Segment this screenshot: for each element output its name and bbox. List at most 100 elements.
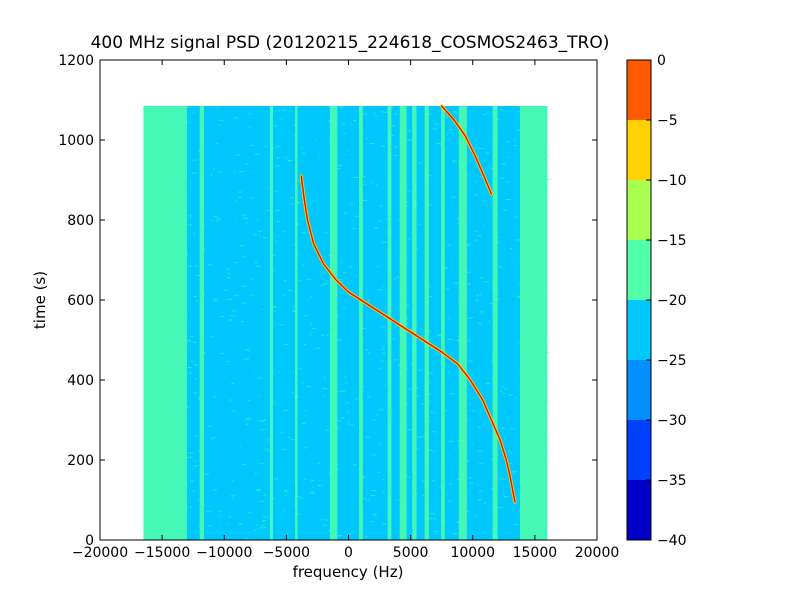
noise-speck [264,448,269,450]
noise-speck [273,305,277,307]
noise-speck [445,267,449,269]
noise-speck [301,232,306,234]
noise-speck [237,196,243,198]
noise-speck [230,314,233,316]
y-tick-label: 600 [67,293,94,309]
noise-speck [336,463,339,465]
spectral-line-11 [492,106,498,540]
noise-speck [296,180,301,182]
noise-speck [325,429,330,431]
noise-speck [453,111,458,113]
noise-speck [262,237,267,239]
noise-speck [244,538,249,540]
noise-speck [304,478,307,480]
noise-speck [320,519,324,521]
noise-speck [391,409,393,411]
noise-speck [234,295,239,297]
noise-speck [229,399,233,401]
noise-speck [192,490,196,492]
noise-speck [502,393,506,395]
noise-speck [337,468,340,470]
noise-speck [418,162,423,164]
noise-speck [486,152,490,154]
noise-speck [443,519,447,521]
noise-speck [406,305,410,307]
edge-band-1 [519,106,548,540]
noise-speck [245,349,250,351]
noise-speck [259,462,264,464]
noise-speck [416,448,420,450]
noise-speck [293,504,296,506]
noise-speck [474,239,478,241]
noise-speck [429,204,432,206]
noise-speck [430,513,435,515]
noise-speck [213,168,215,170]
noise-speck [395,499,398,501]
noise-speck [367,352,371,354]
noise-speck [186,340,191,342]
noise-speck [288,289,293,291]
noise-speck [197,499,199,501]
noise-speck [267,450,272,452]
noise-speck [272,400,275,402]
noise-speck [373,112,376,114]
x-tick-label: −20000 [72,545,128,561]
noise-speck [342,123,346,125]
noise-speck [228,319,232,321]
noise-speck [240,320,244,322]
noise-speck [393,278,397,280]
noise-speck [318,154,321,156]
noise-speck [310,492,315,494]
noise-speck [393,113,398,115]
noise-speck [504,388,508,390]
noise-speck [447,454,449,456]
noise-speck [381,145,386,147]
noise-speck [348,533,352,535]
noise-speck [233,315,236,317]
noise-speck [370,182,373,184]
noise-speck [513,216,518,218]
colorbar-tick-label: −30 [657,413,687,429]
noise-speck [447,338,453,340]
noise-speck [344,376,347,378]
noise-speck [446,288,450,290]
noise-speck [453,161,458,163]
noise-speck [273,478,279,480]
noise-speck [241,285,247,287]
noise-speck [456,113,459,115]
noise-speck [275,240,278,242]
noise-speck [487,112,489,114]
noise-speck [195,300,198,302]
noise-speck [310,323,313,325]
noise-speck [283,280,287,282]
colorbar-level-3 [627,300,651,360]
spectral-line-8 [424,106,429,540]
colorbar-level-1 [627,420,651,480]
noise-speck [256,490,261,492]
noise-speck [449,483,452,485]
noise-speck [435,123,439,125]
noise-speck [254,153,260,155]
noise-speck [456,218,460,220]
y-tick-label: 800 [67,213,94,229]
noise-speck [510,452,513,454]
noise-speck [255,524,258,526]
noise-speck [227,273,231,275]
noise-speck [407,190,412,192]
noise-speck [187,265,193,267]
noise-speck [271,269,275,271]
noise-speck [405,201,409,203]
noise-speck [353,464,357,466]
noise-speck [477,499,483,501]
noise-speck [428,420,431,422]
colorbar-level-4 [627,240,651,300]
noise-speck [317,484,322,486]
noise-speck [208,525,212,527]
noise-speck [489,303,493,305]
noise-speck [238,191,242,193]
noise-speck [258,396,261,398]
noise-speck [302,382,304,384]
noise-speck [477,483,479,485]
noise-speck [225,268,230,270]
noise-speck [480,311,484,313]
